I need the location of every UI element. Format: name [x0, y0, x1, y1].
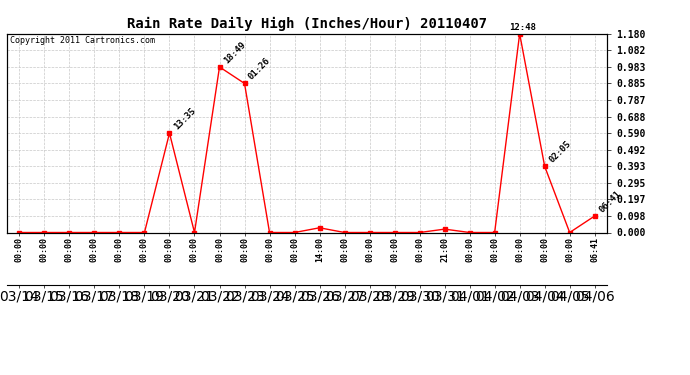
Text: 18:49: 18:49	[222, 40, 248, 65]
Text: 12:48: 12:48	[509, 23, 535, 32]
Text: 13:35: 13:35	[172, 106, 197, 132]
Title: Rain Rate Daily High (Inches/Hour) 20110407: Rain Rate Daily High (Inches/Hour) 20110…	[127, 17, 487, 31]
Text: 01:26: 01:26	[247, 56, 273, 82]
Text: Copyright 2011 Cartronics.com: Copyright 2011 Cartronics.com	[10, 36, 155, 45]
Text: 06:41: 06:41	[598, 189, 622, 214]
Text: 02:05: 02:05	[547, 139, 573, 165]
